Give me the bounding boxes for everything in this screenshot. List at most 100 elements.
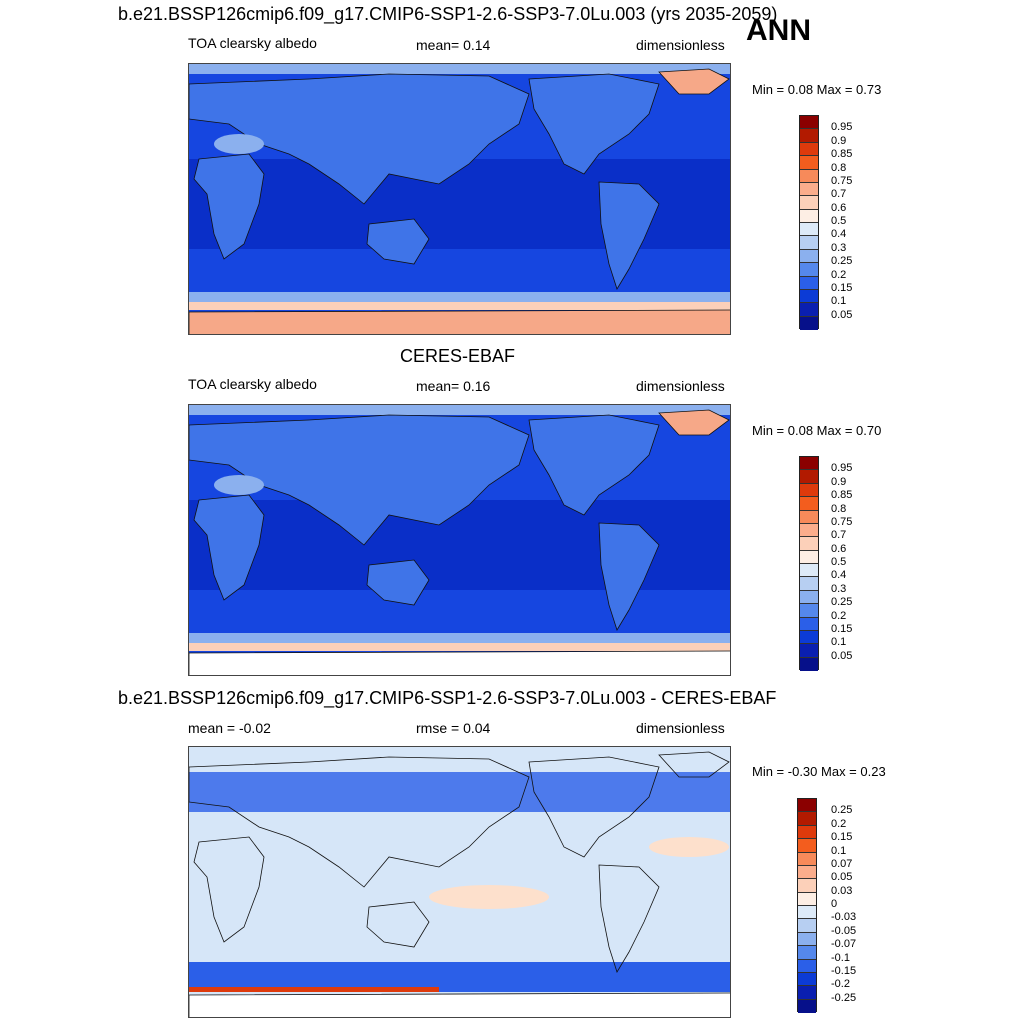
- world-map: [189, 747, 730, 1017]
- colorbar-tick-label: 0.9: [831, 475, 847, 488]
- panel1-units: dimensionless: [636, 37, 725, 53]
- continent-south-america: [598, 181, 660, 290]
- colorbar-swatch: [798, 959, 816, 973]
- colorbar-tick-label: 0.25: [831, 255, 853, 268]
- colorbar-swatch: [800, 316, 818, 330]
- panel3-units: dimensionless: [636, 720, 725, 736]
- colorbar-tick-label: -0.15: [831, 964, 857, 977]
- colorbar-tick-label: 0.03: [831, 884, 853, 897]
- colorbar-tick-label: 0.6: [831, 201, 847, 214]
- colorbar-tick-label: 0.05: [831, 649, 853, 662]
- positive-region-pacific: [429, 885, 549, 909]
- colorbar-tick-label: 0.1: [831, 844, 847, 857]
- panel2-map: [188, 404, 731, 676]
- colorbar-swatch: [800, 249, 818, 264]
- colorbar-tick-label: -0.07: [831, 938, 857, 951]
- colorbar-swatch: [800, 116, 818, 130]
- continent-australia: [366, 901, 430, 948]
- positive-region-atlantic: [649, 837, 729, 857]
- colorbar-swatch: [800, 196, 818, 210]
- colorbar-swatch: [800, 657, 818, 671]
- colorbar-tick-label: 0.95: [831, 121, 853, 134]
- colorbar-tick-label: 0.25: [831, 804, 853, 817]
- colorbar-tick-label: 0.8: [831, 502, 847, 515]
- colorbar-tick-label: -0.25: [831, 991, 857, 1004]
- world-map: [189, 405, 730, 675]
- colorbar-swatch: [798, 892, 816, 906]
- panel2-units: dimensionless: [636, 378, 725, 394]
- colorbar-tick-label: 0.05: [831, 871, 853, 884]
- colorbar-swatch: [800, 564, 818, 578]
- panel3-minmax: Min = -0.30 Max = 0.23: [752, 764, 886, 779]
- colorbar-swatch: [800, 630, 818, 645]
- panel2-variable: TOA clearsky albedo: [188, 376, 317, 392]
- colorbar-swatch: [798, 799, 816, 813]
- colorbar-tick-label: 0.1: [831, 295, 847, 308]
- colorbar-swatch: [798, 839, 816, 853]
- colorbar-swatch: [800, 577, 818, 591]
- colorbar-swatch: [798, 986, 816, 1000]
- panel3-colorbar: [797, 798, 817, 1013]
- colorbar-tick-label: -0.1: [831, 951, 850, 964]
- colorbar-swatch: [800, 497, 818, 511]
- colorbar-swatch: [800, 644, 818, 658]
- colorbar-tick-label: 0.25: [831, 596, 853, 609]
- colorbar-tick-label: 0.05: [831, 308, 853, 321]
- colorbar-swatch: [798, 906, 816, 920]
- colorbar-swatch: [800, 289, 818, 304]
- desert-region: [214, 134, 264, 154]
- colorbar-swatch: [800, 182, 818, 197]
- panel1-map: [188, 63, 731, 335]
- colorbar-swatch: [800, 510, 818, 524]
- world-map: [189, 64, 730, 334]
- arctic-band: [189, 64, 730, 74]
- colorbar-tick-label: 0.5: [831, 215, 847, 227]
- season-label: ANN: [746, 14, 811, 47]
- panel2-colorbar: [799, 456, 819, 671]
- colorbar-swatch: [798, 972, 816, 987]
- colorbar-tick-label: 0.2: [831, 817, 847, 830]
- panel3-map: [188, 746, 731, 1018]
- colorbar-swatch: [798, 812, 816, 826]
- colorbar-swatch: [798, 865, 816, 880]
- colorbar-tick-label: 0.3: [831, 582, 847, 595]
- colorbar-swatch: [800, 156, 818, 170]
- colorbar-swatch: [800, 142, 818, 157]
- colorbar-swatch: [800, 223, 818, 237]
- colorbar-swatch: [798, 999, 816, 1013]
- colorbar-tick-label: 0.8: [831, 161, 847, 174]
- colorbar-tick-label: 0: [831, 898, 838, 910]
- continent-north-america: [528, 756, 660, 858]
- colorbar-tick-label: 0.4: [831, 569, 847, 582]
- colorbar-swatch: [798, 919, 816, 933]
- colorbar-tick-label: 0.07: [831, 857, 853, 870]
- colorbar-tick-label: 0.15: [831, 622, 853, 635]
- panel1-mean: mean= 0.14: [416, 37, 491, 53]
- continent-antarctica: [189, 650, 730, 675]
- continent-greenland: [658, 409, 730, 436]
- panel3-mean: mean = -0.02: [188, 720, 271, 736]
- colorbar-tick-label: 0.75: [831, 174, 853, 187]
- sea-ice-band: [189, 643, 730, 651]
- continent-south-america: [598, 522, 660, 631]
- southern-positive-strip: [189, 987, 439, 992]
- continent-greenland: [658, 68, 730, 95]
- continent-africa: [193, 494, 265, 601]
- colorbar-tick-label: -0.05: [831, 924, 857, 937]
- colorbar-swatch: [800, 590, 818, 605]
- colorbar-swatch: [800, 457, 818, 471]
- panel2-mean: mean= 0.16: [416, 378, 491, 394]
- colorbar-swatch: [798, 825, 816, 840]
- colorbar-tick-label: 0.75: [831, 515, 853, 528]
- panel1-title: b.e21.BSSP126cmip6.f09_g17.CMIP6-SSP1-2.…: [118, 4, 778, 24]
- colorbar-swatch: [800, 604, 818, 618]
- colorbar-swatch: [800, 617, 818, 631]
- continent-australia: [366, 559, 430, 606]
- colorbar-tick-label: 0.5: [831, 556, 847, 568]
- colorbar-swatch: [798, 946, 816, 960]
- colorbar-tick-label: 0.6: [831, 542, 847, 555]
- panel3-rmse: rmse = 0.04: [416, 720, 491, 736]
- colorbar-swatch: [798, 932, 816, 947]
- colorbar-tick-label: 0.15: [831, 831, 853, 844]
- sea-ice-band: [189, 302, 730, 310]
